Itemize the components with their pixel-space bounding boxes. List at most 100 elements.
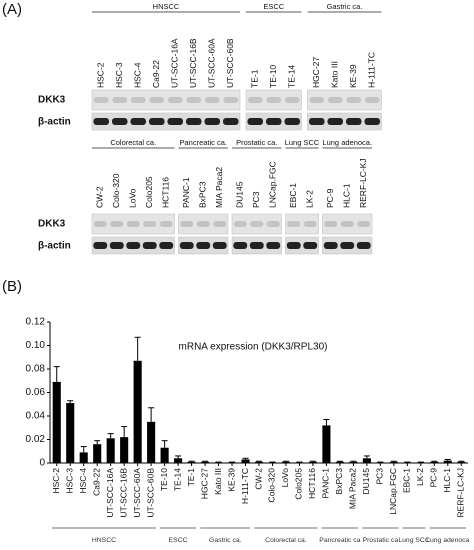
x-tick-label: HCT116 <box>307 468 317 499</box>
actin-band <box>126 242 141 249</box>
bar <box>457 461 466 463</box>
dkk3-band <box>287 221 301 227</box>
bar <box>120 437 129 463</box>
x-tick-label: HSC-3 <box>64 468 74 494</box>
lane-label: LoVo <box>128 188 138 208</box>
row-label: DKK3 <box>38 219 66 230</box>
bar <box>133 360 142 463</box>
actin-band <box>286 242 301 249</box>
bar <box>52 381 61 463</box>
actin-band <box>93 118 110 125</box>
actin-band <box>356 242 371 249</box>
x-tick-label: HGC-27 <box>199 468 209 499</box>
dkk3-band <box>284 97 300 103</box>
actin-band <box>185 118 202 125</box>
bar <box>214 462 223 463</box>
lane-label: HSC-4 <box>133 62 143 88</box>
blot-strip <box>307 89 382 111</box>
x-tick-label: Colo-320 <box>267 468 277 503</box>
lane-label: UT-SCC-60A <box>207 38 217 88</box>
x-tick-label: KE-39 <box>226 468 236 492</box>
group-label: Colorectal ca. <box>110 138 156 147</box>
lane-label: LK-2 <box>305 190 315 208</box>
row-label: β-actin <box>38 241 71 252</box>
x-tick-label: EBC-1 <box>402 468 412 493</box>
bar <box>201 461 210 463</box>
dkk3-band <box>130 97 146 103</box>
bar <box>295 462 304 463</box>
blot-strip <box>285 213 319 235</box>
bar <box>416 462 425 463</box>
panel-label: (B) <box>2 278 22 295</box>
group-label: Colorectal ca. <box>265 537 307 544</box>
dkk3-band <box>247 97 263 103</box>
lane-label: Colo-320 <box>111 173 121 208</box>
bar <box>79 452 88 463</box>
actin-band <box>327 118 344 125</box>
lane-label: HSC-2 <box>96 62 106 88</box>
actin-band <box>204 118 221 125</box>
bar <box>430 461 439 463</box>
lane-label: TE-1 <box>250 69 260 88</box>
actin-band <box>111 118 128 125</box>
x-tick-label: TE-14 <box>172 468 182 491</box>
bar <box>241 459 250 463</box>
actin-band <box>249 242 264 249</box>
x-tick-label: H-111-TC <box>240 468 250 504</box>
x-tick-label: TE-1 <box>186 468 196 487</box>
lane-label: LNCap.FGC <box>268 161 278 208</box>
x-tick-label: UT-SCC-16A <box>105 468 115 518</box>
actin-band <box>179 242 194 249</box>
dkk3-band <box>309 97 325 103</box>
lane-label: BxPC3 <box>198 181 208 208</box>
group-label: Prostatic ca. <box>236 138 277 147</box>
actin-band <box>340 242 355 249</box>
actin-band <box>196 242 211 249</box>
lane-label: PANC-1 <box>181 177 191 208</box>
dkk3-band <box>266 97 282 103</box>
actin-band <box>303 242 318 249</box>
dkk3-band <box>340 221 354 227</box>
bar <box>254 461 264 463</box>
dkk3-band <box>93 221 107 227</box>
actin-band <box>222 118 239 125</box>
actin-band <box>167 118 184 125</box>
actin-band <box>212 242 227 249</box>
bar <box>362 458 371 463</box>
lane-label: Colo205 <box>144 176 154 208</box>
dkk3-band <box>327 97 343 103</box>
bar <box>147 421 156 463</box>
actin-band <box>364 118 381 125</box>
actin-band <box>247 118 264 125</box>
x-tick-label: DU145 <box>361 468 371 495</box>
dkk3-band <box>213 221 227 227</box>
bar <box>106 438 115 463</box>
panel-label: (A) <box>2 1 22 18</box>
y-tick-label: 0 <box>39 458 45 469</box>
lane-label: PC-9 <box>325 188 335 208</box>
x-tick-label: PC-9 <box>429 468 439 488</box>
x-tick-label: LNCap.FGC <box>388 468 398 515</box>
dkk3-band <box>303 221 317 227</box>
bar <box>322 425 331 463</box>
actin-band <box>265 118 282 125</box>
dkk3-band <box>110 221 124 227</box>
dkk3-band <box>167 97 183 103</box>
actin-band <box>142 242 157 249</box>
actin-band <box>323 242 338 249</box>
x-tick-label: PANC-1 <box>321 468 331 499</box>
dkk3-band <box>180 221 194 227</box>
x-tick-label: Kato III <box>213 468 223 495</box>
lane-label: MIA Paca2 <box>214 167 224 208</box>
group-label: Pancreatic ca. <box>179 138 227 147</box>
lane-label: EBC-1 <box>288 183 298 208</box>
lane-label: TE-14 <box>287 65 297 88</box>
dkk3-band <box>112 97 128 103</box>
x-tick-label: PC3 <box>375 468 385 485</box>
blot-strip <box>285 236 319 255</box>
dkk3-band <box>196 221 210 227</box>
lane-label: UT-SCC-16A <box>170 38 180 88</box>
x-tick-label: MIA Paca2 <box>348 468 358 509</box>
group-label: HNSCC <box>153 2 180 11</box>
